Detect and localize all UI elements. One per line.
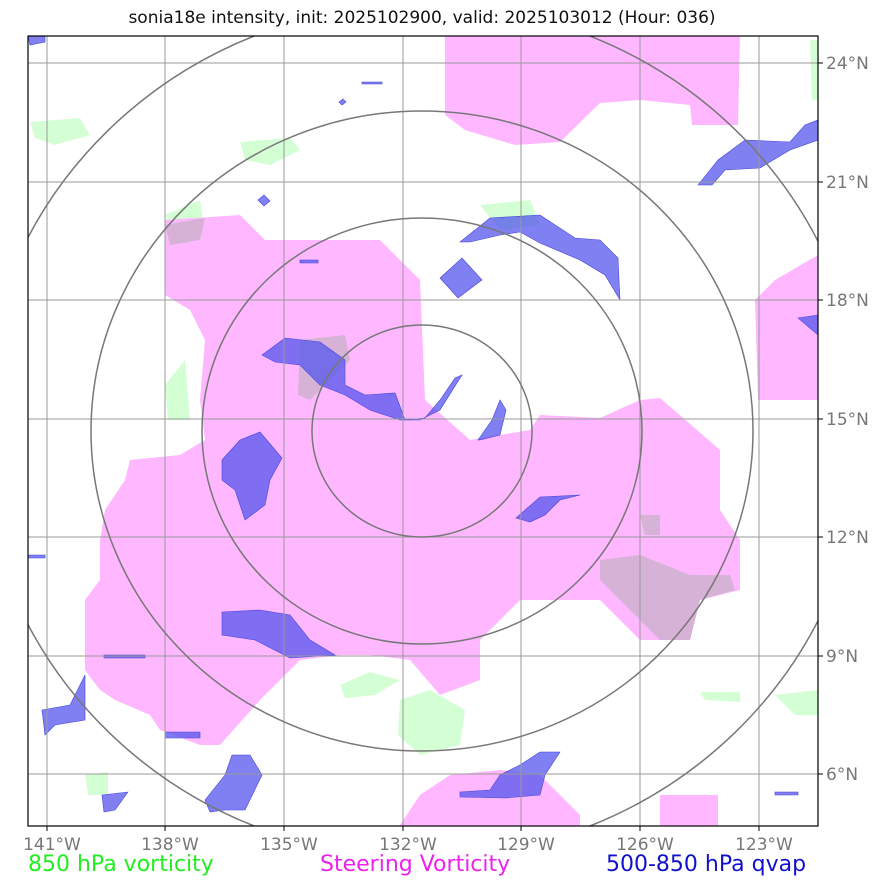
lon-tick-label: 129°W	[497, 835, 555, 855]
lon-tick-label: 126°W	[616, 835, 674, 855]
lon-tick-label: 132°W	[379, 835, 437, 855]
qvap-layer	[28, 36, 818, 813]
vorticity-850-layer	[30, 40, 818, 795]
map-frame	[27, 35, 819, 827]
range-ring-2	[201, 217, 643, 645]
lon-tick-label: 138°W	[141, 835, 199, 855]
range-ring-1	[311, 324, 533, 538]
lat-tick-label: 21°N	[826, 173, 869, 193]
lon-tick-label: 123°W	[735, 835, 793, 855]
legend-850-vorticity: 850 hPa vorticity	[28, 852, 214, 877]
lat-tick-label: 18°N	[826, 291, 869, 311]
map-plot-area	[28, 36, 818, 826]
longitude-labels: 141°W 138°W 135°W 132°W 129°W 126°W 123°…	[23, 835, 793, 855]
latitude-labels: 24°N 21°N 18°N 15°N 12°N 9°N 6°N	[826, 54, 869, 785]
range-ring-3	[90, 110, 754, 752]
lon-tick-label: 135°W	[260, 835, 318, 855]
range-rings	[28, 36, 818, 826]
lat-tick-label: 24°N	[826, 54, 869, 74]
legend-qvap: 500-850 hPa qvap	[606, 852, 807, 877]
lat-tick-label: 6°N	[826, 765, 858, 785]
legend-steering-vorticity: Steering Vorticity	[320, 852, 511, 877]
tick-marks	[46, 62, 823, 831]
lat-tick-label: 9°N	[826, 647, 858, 667]
lat-tick-label: 15°N	[826, 410, 869, 430]
lon-tick-label: 141°W	[23, 835, 81, 855]
lat-tick-label: 12°N	[826, 528, 869, 548]
map-title: sonia18e intensity, init: 2025102900, va…	[128, 8, 716, 28]
